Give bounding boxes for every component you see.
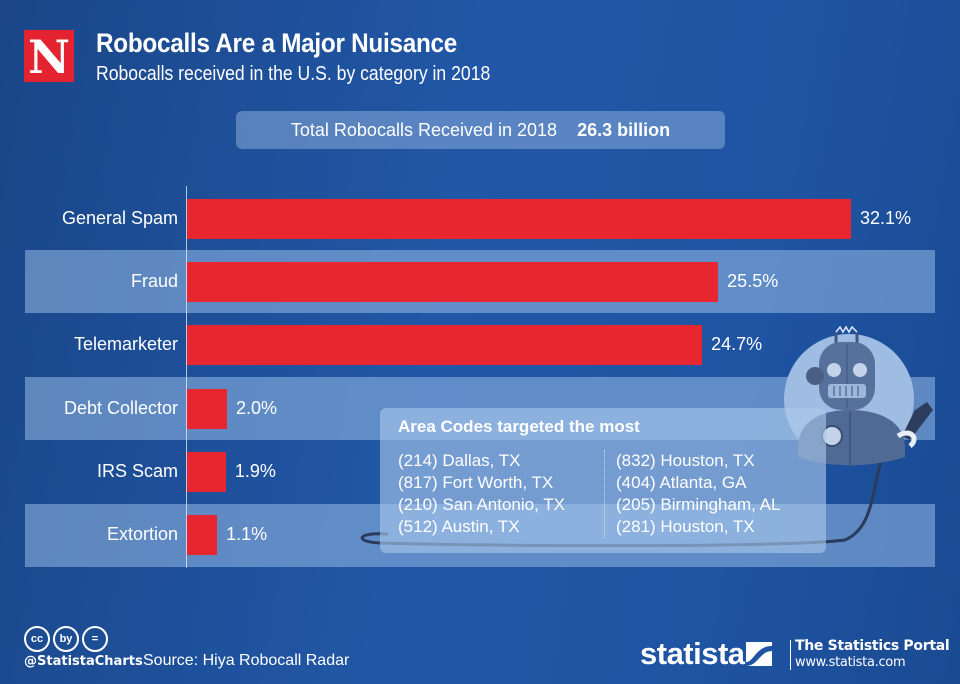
no-derivatives-icon: = bbox=[82, 626, 108, 652]
bar-extortion bbox=[187, 515, 218, 556]
cc-icon: cc bbox=[24, 626, 50, 652]
robot-eye bbox=[853, 363, 867, 377]
value-label: 25.5% bbox=[727, 270, 779, 291]
chart-title: Robocalls Are a Major Nuisance bbox=[96, 28, 458, 58]
bar-general-spam bbox=[187, 198, 851, 239]
area-code-item: (404) Atlanta, GA bbox=[616, 473, 747, 492]
area-code-item: (512) Austin, TX bbox=[398, 517, 520, 536]
bar-debt-collector bbox=[187, 388, 227, 429]
category-label: Telemarketer bbox=[73, 334, 178, 355]
area-code-item: (210) San Antonio, TX bbox=[398, 495, 565, 514]
column-divider bbox=[604, 450, 605, 538]
footer-separator bbox=[790, 640, 791, 670]
value-label: 1.9% bbox=[234, 460, 276, 481]
area-code-item: (832) Houston, TX bbox=[616, 451, 755, 470]
category-label: Fraud bbox=[130, 270, 178, 291]
area-code-item: (817) Fort Worth, TX bbox=[398, 473, 554, 492]
total-robocalls-box: Total Robocalls Received in 2018 26.3 bil… bbox=[236, 111, 725, 149]
area-code-item: (281) Houston, TX bbox=[616, 517, 755, 536]
category-label: General Spam bbox=[61, 207, 178, 228]
license-icons: cc by = bbox=[24, 626, 111, 652]
category-axis bbox=[186, 186, 187, 568]
total-label: Total Robocalls Received in 2018 bbox=[290, 120, 558, 140]
robot-eye bbox=[827, 363, 841, 377]
robot-grille bbox=[828, 384, 866, 398]
area-codes-title: Area Codes targeted the most bbox=[398, 417, 640, 436]
newsweek-logo: N bbox=[24, 30, 74, 84]
value-label: 24.7% bbox=[711, 334, 763, 355]
category-label: Debt Collector bbox=[63, 397, 178, 418]
statista-logo-text: statista bbox=[640, 636, 745, 671]
total-value: 26.3 billion bbox=[577, 120, 671, 140]
value-label: 32.1% bbox=[860, 207, 912, 228]
robot-hand bbox=[896, 430, 917, 448]
value-label: 2.0% bbox=[236, 397, 278, 418]
bar-telemarketer bbox=[187, 325, 703, 366]
phone-handset bbox=[902, 402, 933, 440]
category-label: Extortion bbox=[106, 524, 178, 545]
area-codes-left-column: (214) Dallas, TX (817) Fort Worth, TX (2… bbox=[398, 450, 565, 538]
twitter-handle[interactable]: @StatistaCharts bbox=[24, 654, 143, 669]
logo-letter: N bbox=[27, 30, 71, 84]
source-note: Source: Hiya Robocall Radar bbox=[143, 652, 350, 669]
robot-antenna bbox=[835, 325, 858, 334]
area-codes-right-column: (832) Houston, TX (404) Atlanta, GA (205… bbox=[616, 450, 780, 538]
chart-subtitle: Robocalls received in the U.S. by catego… bbox=[96, 63, 491, 85]
statista-logo-icon bbox=[746, 642, 772, 666]
portal-url[interactable]: www.statista.com bbox=[795, 655, 906, 670]
bar-irs-scam bbox=[187, 451, 226, 492]
area-code-item: (205) Birmingham, AL bbox=[616, 495, 781, 514]
area-code-item: (214) Dallas, TX bbox=[398, 451, 521, 470]
category-label: IRS Scam bbox=[96, 460, 178, 481]
area-codes-panel: Area Codes targeted the most (214) Dalla… bbox=[380, 408, 826, 553]
bar-fraud bbox=[187, 261, 719, 302]
attribution-icon: by bbox=[53, 626, 79, 652]
value-label: 1.1% bbox=[226, 524, 268, 545]
portal-title: The Statistics Portal bbox=[795, 638, 950, 654]
